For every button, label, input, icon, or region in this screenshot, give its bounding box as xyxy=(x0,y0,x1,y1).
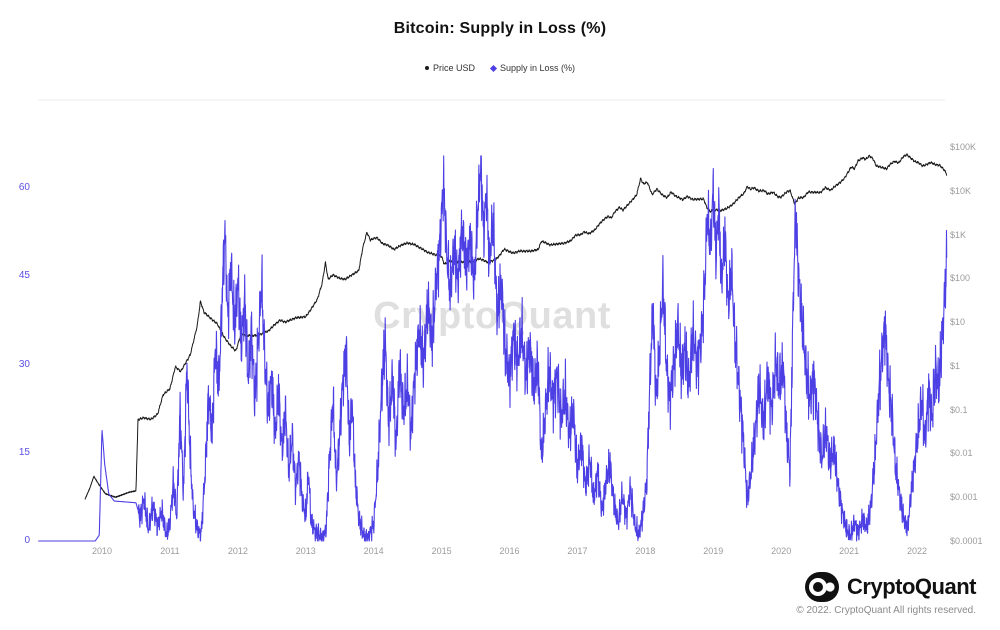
series-price-usd xyxy=(84,153,948,500)
cryptoquant-logo-icon xyxy=(805,572,840,602)
chart-title: Bitcoin: Supply in Loss (%) xyxy=(393,20,607,37)
legend-label: Price USD xyxy=(432,63,475,73)
x-axis-tick: 2014 xyxy=(363,546,384,556)
x-axis-tick: 2018 xyxy=(635,546,656,556)
x-axis-tick: 2020 xyxy=(771,546,792,556)
y-right-tick: $10K xyxy=(950,185,972,196)
y-right-tick: $0.1 xyxy=(950,404,968,415)
x-axis-tick: 2010 xyxy=(91,546,113,556)
y-right-tick: $1 xyxy=(950,360,961,371)
x-axis-tick: 2012 xyxy=(227,546,248,556)
x-axis-tick: 2013 xyxy=(295,546,316,556)
y-left-tick: 15 xyxy=(18,446,30,458)
x-axis-tick: 2011 xyxy=(160,546,180,556)
brand-name: CryptoQuant xyxy=(847,574,976,599)
y-right-tick: $1K xyxy=(950,229,967,240)
x-axis-tick: 2019 xyxy=(703,546,724,556)
y-right-tick: $100K xyxy=(950,142,977,152)
chart-legend: Price USD Supply in Loss (%) xyxy=(0,63,1000,73)
series-supply-in-loss xyxy=(37,155,948,542)
x-axis-tick: 2022 xyxy=(907,546,928,556)
legend-item-supply-in-loss[interactable]: Supply in Loss (%) xyxy=(489,63,576,73)
y-right-tick: $0.01 xyxy=(950,448,973,459)
copyright-text: © 2022. CryptoQuant All rights reserved. xyxy=(796,605,976,616)
y-right-tick: $0.001 xyxy=(950,492,978,503)
y-right-tick: $10 xyxy=(950,317,966,328)
brand-row: CryptoQuant xyxy=(796,572,976,602)
x-axis-tick: 2015 xyxy=(431,546,452,556)
y-left-tick: 0 xyxy=(24,535,30,546)
watermark: CryptoQuant xyxy=(373,295,611,337)
y-right-tick: $100 xyxy=(950,273,971,284)
x-axis-tick: 2021 xyxy=(839,546,860,556)
y-right-tick: $0.0001 xyxy=(950,536,983,546)
legend-label: Supply in Loss (%) xyxy=(499,63,576,73)
dot-marker-icon xyxy=(424,66,429,70)
y-left-tick: 60 xyxy=(18,182,30,194)
x-axis-tick: 2017 xyxy=(567,546,588,556)
y-left-tick: 30 xyxy=(18,358,30,370)
y-left-tick: 45 xyxy=(18,270,30,282)
footer-brand: CryptoQuant © 2022. CryptoQuant All righ… xyxy=(796,572,976,616)
x-axis-tick: 2016 xyxy=(499,546,520,556)
legend-item-price-usd[interactable]: Price USD xyxy=(424,63,475,73)
